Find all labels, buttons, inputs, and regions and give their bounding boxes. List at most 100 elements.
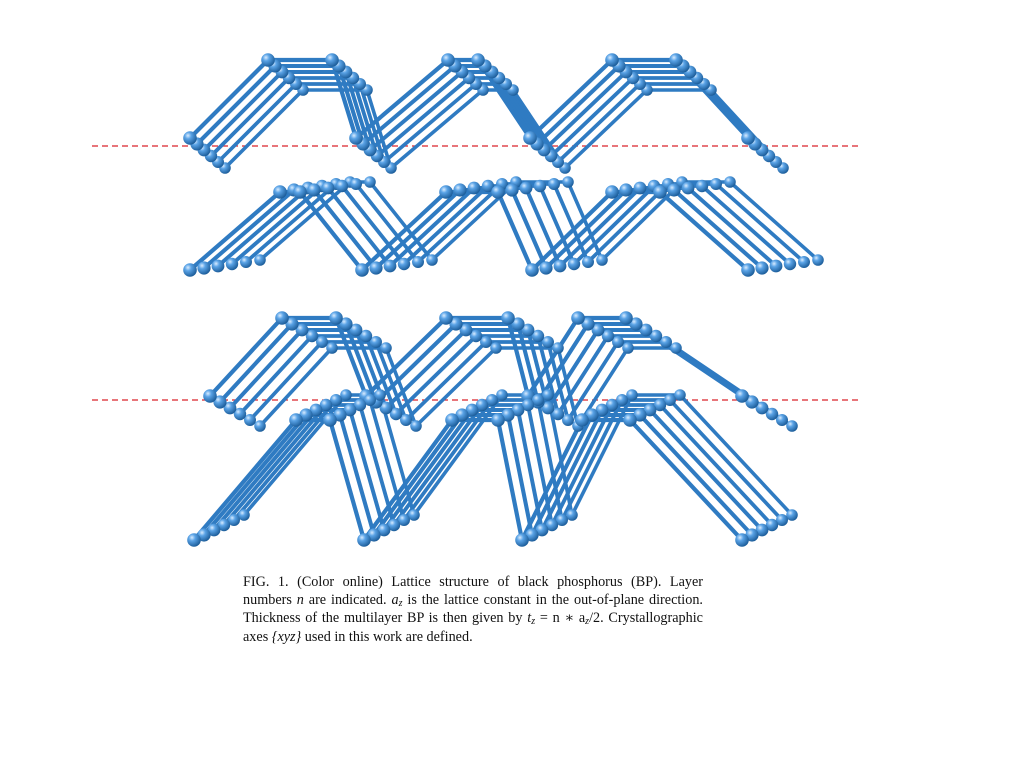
atom: [567, 257, 581, 271]
bond: [336, 63, 366, 147]
atom: [501, 408, 515, 422]
bond: [556, 82, 642, 164]
atom: [455, 408, 469, 422]
atom: [582, 256, 594, 268]
atom: [400, 414, 412, 426]
bond: [516, 408, 544, 532]
bond: [373, 321, 459, 405]
bond: [333, 315, 369, 399]
atom: [223, 401, 237, 415]
atom: [350, 178, 362, 190]
atom: [441, 53, 455, 67]
bond: [344, 70, 372, 152]
bond: [550, 403, 614, 527]
atom: [619, 311, 633, 325]
atom: [776, 414, 788, 426]
atom: [595, 403, 609, 417]
atom: [653, 185, 667, 199]
atom: [531, 329, 545, 343]
atom: [379, 401, 393, 415]
bond: [558, 186, 642, 268]
atom: [380, 342, 392, 354]
atom: [523, 131, 537, 145]
atom: [367, 528, 381, 542]
atom: [377, 523, 391, 537]
atom: [233, 407, 247, 421]
atom: [305, 329, 319, 343]
atom: [471, 53, 485, 67]
atom: [299, 408, 313, 422]
atom: [601, 329, 615, 343]
atom: [545, 518, 559, 532]
atom: [349, 131, 363, 145]
atom: [755, 261, 769, 275]
atom: [669, 53, 683, 67]
bond: [495, 189, 535, 273]
atom: [542, 336, 554, 348]
atom: [349, 323, 363, 337]
atom: [525, 528, 539, 542]
atom: [469, 329, 483, 343]
bond: [505, 315, 531, 399]
atom: [755, 401, 769, 415]
bond: [348, 408, 386, 532]
atom: [619, 183, 633, 197]
atom: [786, 509, 798, 521]
atom: [533, 179, 547, 193]
bond: [389, 88, 485, 170]
atom: [254, 254, 266, 266]
atom: [183, 263, 197, 277]
atom: [449, 317, 463, 331]
atom: [307, 183, 321, 197]
atom: [664, 394, 676, 406]
bond: [258, 346, 334, 428]
atom: [511, 403, 525, 417]
atom: [741, 131, 755, 145]
bond: [359, 189, 449, 273]
bond: [529, 412, 595, 538]
bond: [566, 340, 620, 422]
atom: [674, 389, 686, 401]
bond: [538, 184, 576, 266]
bond: [519, 417, 585, 543]
bond: [525, 315, 581, 399]
bond: [540, 408, 604, 532]
atom: [387, 518, 401, 532]
bond: [524, 186, 562, 268]
atom: [521, 323, 535, 337]
atom: [254, 420, 266, 432]
atom: [359, 329, 373, 343]
atom: [735, 533, 749, 547]
atom: [397, 257, 411, 271]
bond: [207, 315, 285, 399]
figure-caption: FIG. 1. (Color online) Lattice structure…: [243, 574, 703, 645]
atom: [316, 336, 328, 348]
atom: [439, 185, 453, 199]
atom: [490, 342, 502, 354]
atom: [562, 414, 574, 426]
bond: [542, 70, 628, 152]
atom: [295, 323, 309, 337]
bond: [552, 182, 590, 264]
atom: [616, 394, 628, 406]
atom: [197, 528, 211, 542]
atom: [408, 509, 420, 521]
atom: [343, 403, 357, 417]
atom: [633, 181, 647, 195]
atom: [745, 395, 759, 409]
atom: [333, 408, 347, 422]
bond: [586, 182, 670, 264]
atom: [369, 261, 383, 275]
bond: [700, 184, 792, 266]
atom: [605, 185, 619, 199]
bond: [222, 403, 328, 527]
atom: [548, 178, 560, 190]
bond: [658, 403, 774, 527]
atom: [491, 413, 505, 427]
atom: [670, 342, 682, 354]
atom: [501, 311, 515, 325]
atom: [776, 514, 788, 526]
atom: [623, 413, 637, 427]
atom: [591, 323, 605, 337]
